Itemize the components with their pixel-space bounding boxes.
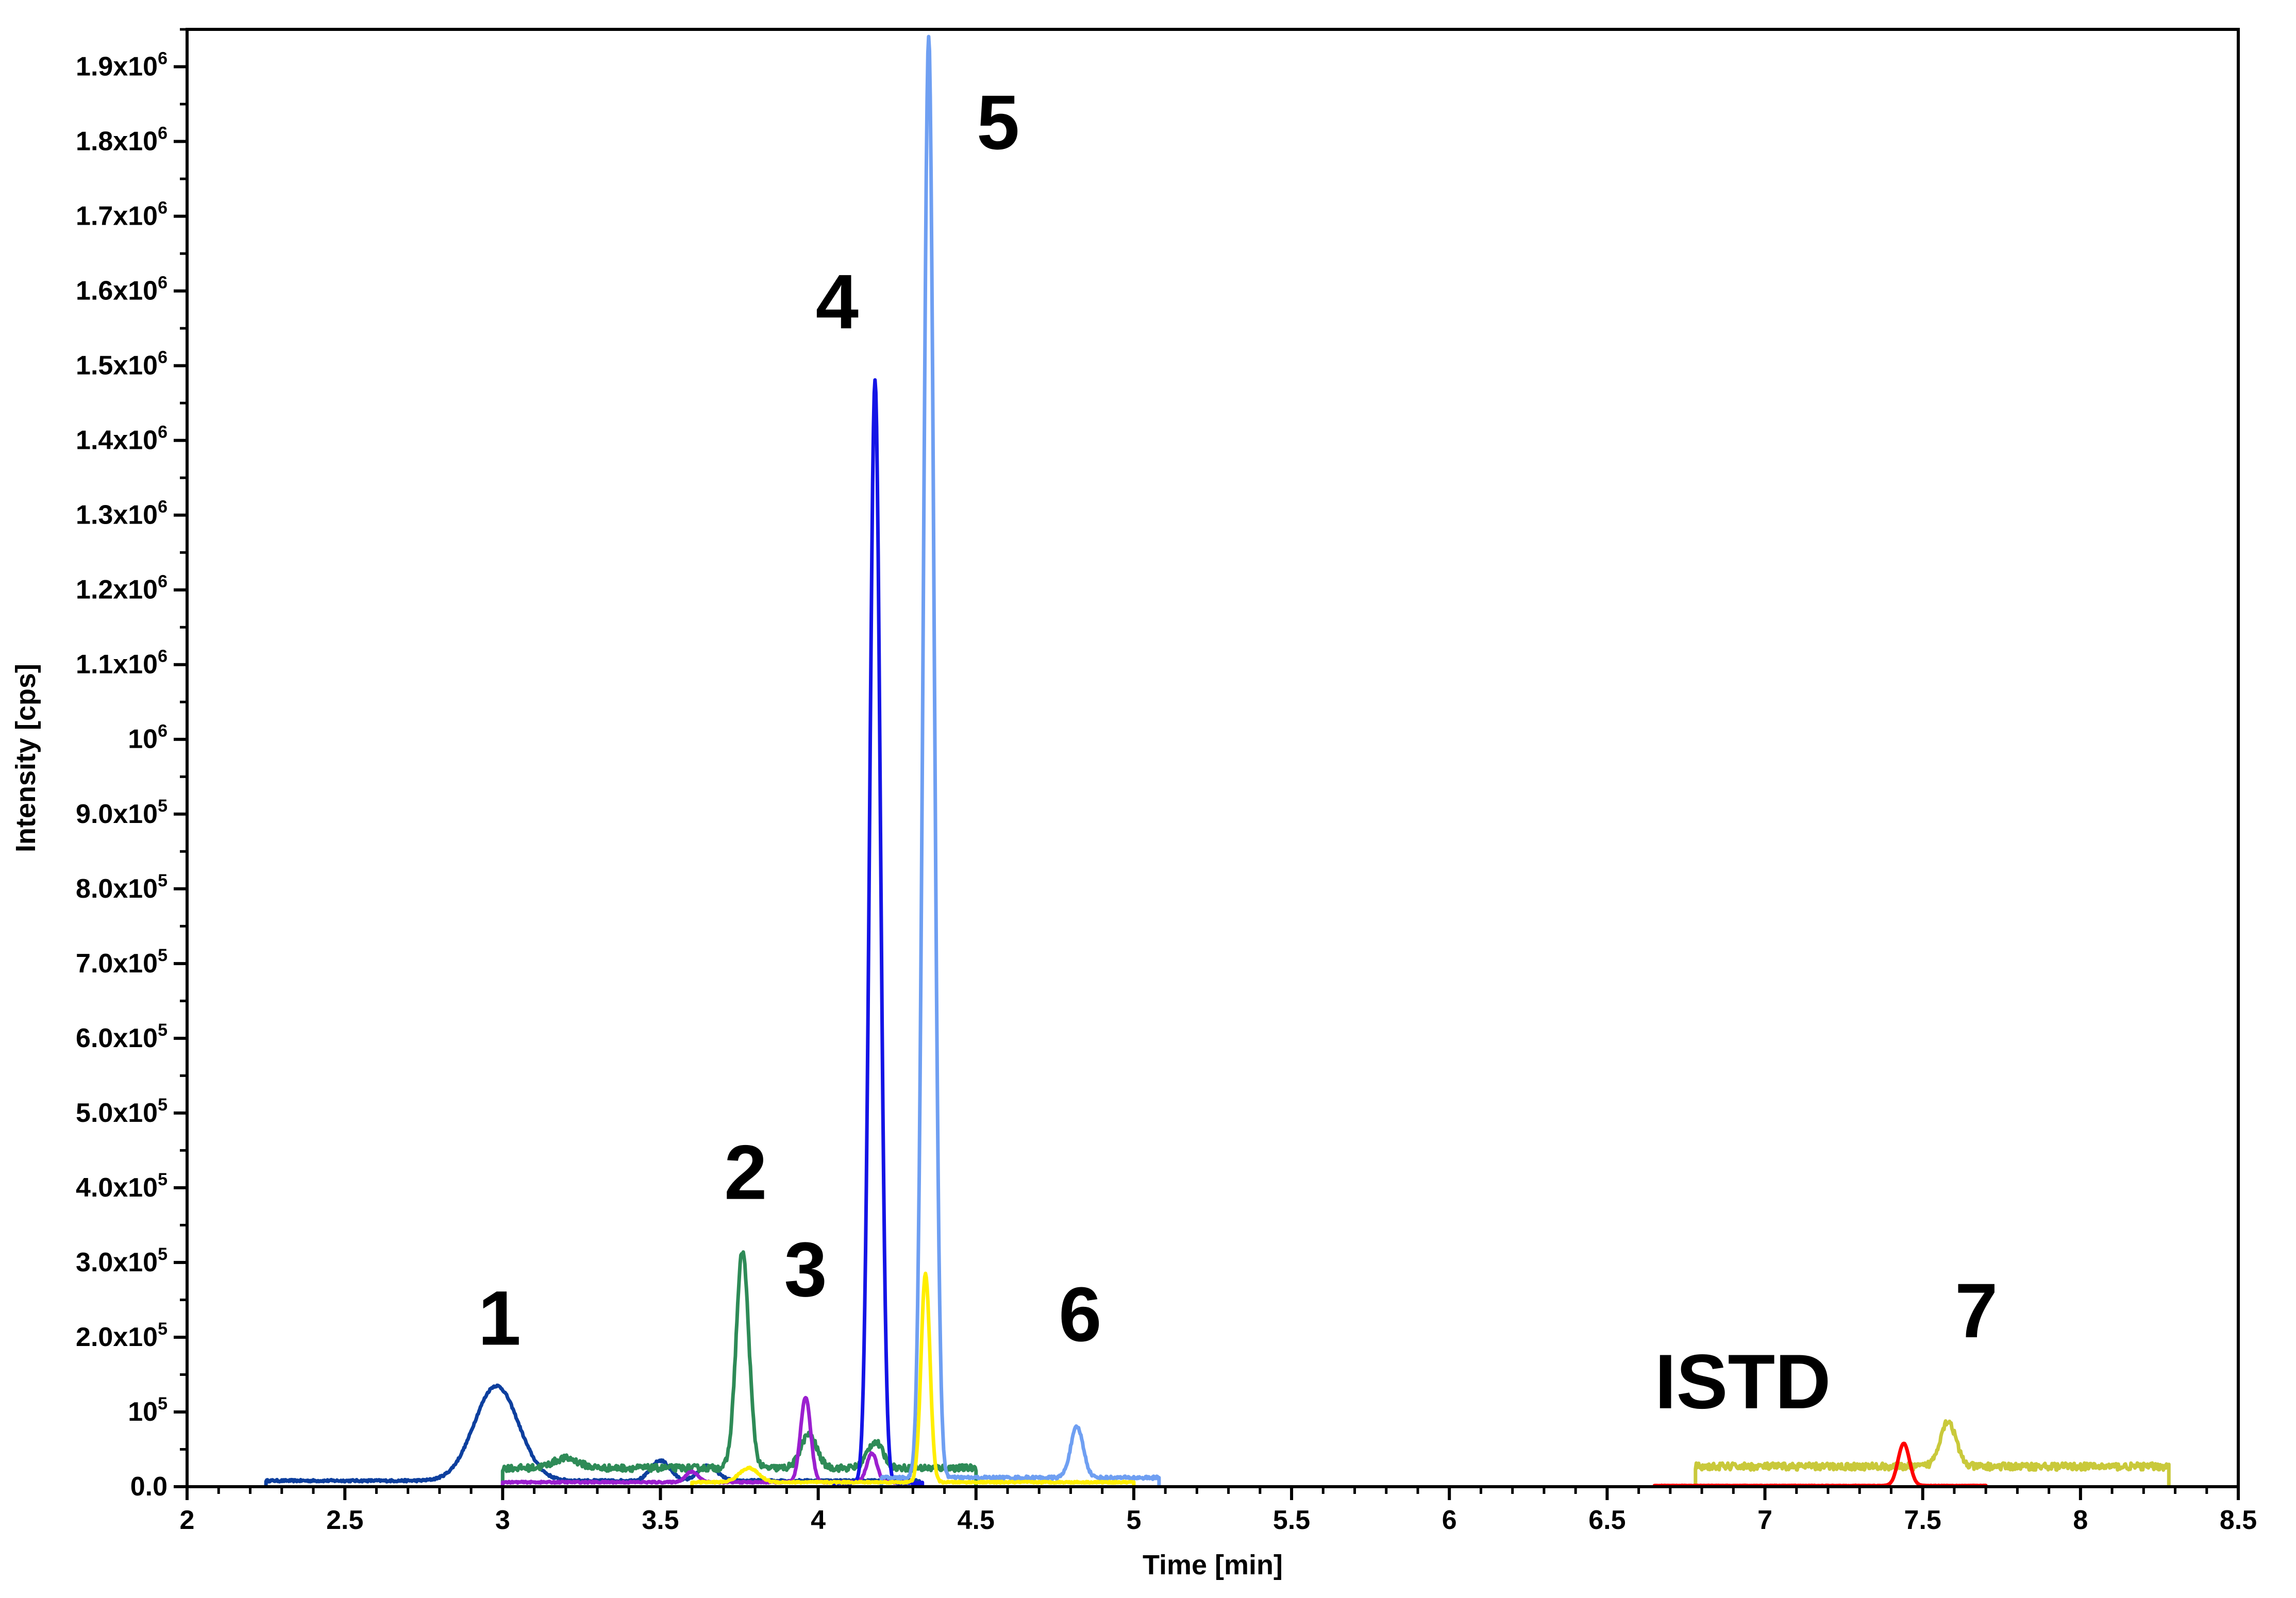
x-tick-label: 7 (1757, 1505, 1772, 1535)
x-tick-label: 5.5 (1273, 1505, 1310, 1535)
x-axis-title: Time [min] (1143, 1550, 1283, 1580)
axes: 2 2.5 3 3.5 4 4.5 5 5.5 6 6.5 7 7.5 8 8.5 0.0 105 2.0x10… (76, 28, 2257, 1535)
peak-label: 3 (784, 1226, 827, 1313)
y-tick-label: 105 (128, 1394, 167, 1427)
y-tick-label: 3.0x105 (76, 1244, 167, 1277)
peak-label: 7 (1955, 1267, 1998, 1354)
y-tick-label: 9.0x105 (76, 796, 167, 829)
peak-label: 6 (1059, 1271, 1101, 1357)
x-tick-label: 3 (495, 1505, 510, 1535)
y-tick-label: 1.1x106 (76, 647, 167, 680)
y-tick-label: 6.0x105 (76, 1020, 167, 1053)
y-tick-label: 1.6x106 (76, 273, 167, 306)
y-tick-label: 8.0x105 (76, 871, 167, 904)
y-tick-label: 4.0x105 (76, 1170, 167, 1203)
chromatogram-traces (264, 35, 2171, 1488)
peak-label: 2 (724, 1129, 767, 1216)
y-tick-label: 1.2x106 (76, 572, 167, 605)
x-tick-label: 6.5 (1588, 1505, 1625, 1535)
y-tick-label: 2.0x105 (76, 1319, 167, 1352)
chromatogram-trace-1 (264, 1383, 921, 1487)
x-tick-label: 3.5 (642, 1505, 679, 1535)
y-tick-label: 7.0x105 (76, 946, 167, 979)
chromatogram-trace-7 (1694, 1419, 2171, 1487)
y-tick-label: 1.4x106 (76, 423, 167, 456)
y-tick-label: 1.8x106 (76, 124, 167, 157)
x-tick-label: 4 (811, 1505, 826, 1535)
chromatogram-trace-4 (832, 378, 925, 1487)
y-tick-label: 1.5x106 (76, 348, 167, 381)
y-tick-label: 1.3x106 (76, 497, 167, 530)
peak-label: 5 (977, 79, 1019, 165)
y-axis-title: Intensity [cps] (10, 664, 41, 852)
x-tick-label: 5 (1126, 1505, 1141, 1535)
peak-label: 1 (478, 1274, 521, 1361)
x-tick-label: 7.5 (1904, 1505, 1941, 1535)
y-tick-label: 0.0 (130, 1472, 167, 1502)
x-tick-label: 2 (180, 1505, 195, 1535)
chromatogram-trace-5 (879, 35, 1161, 1487)
x-tick-label: 4.5 (958, 1505, 995, 1535)
y-tick-label: 106 (128, 721, 167, 754)
chromatogram-trace-2 (500, 1250, 978, 1487)
plot-frame (186, 28, 2240, 1488)
peak-label: ISTD (1655, 1338, 1831, 1425)
x-tick-label: 2.5 (326, 1505, 363, 1535)
chromatogram-trace-3 (500, 1395, 915, 1487)
peak-label: 4 (816, 258, 859, 345)
x-tick-label: 8 (2073, 1505, 2088, 1535)
y-tick-label: 5.0x105 (76, 1095, 167, 1128)
y-tick-label: 1.9x106 (76, 49, 167, 82)
x-tick-label: 6 (1442, 1505, 1457, 1535)
chromatogram-trace-6 (690, 1271, 1136, 1487)
x-tick-label: 8.5 (2220, 1505, 2257, 1535)
y-tick-label: 1.7x106 (76, 198, 167, 231)
